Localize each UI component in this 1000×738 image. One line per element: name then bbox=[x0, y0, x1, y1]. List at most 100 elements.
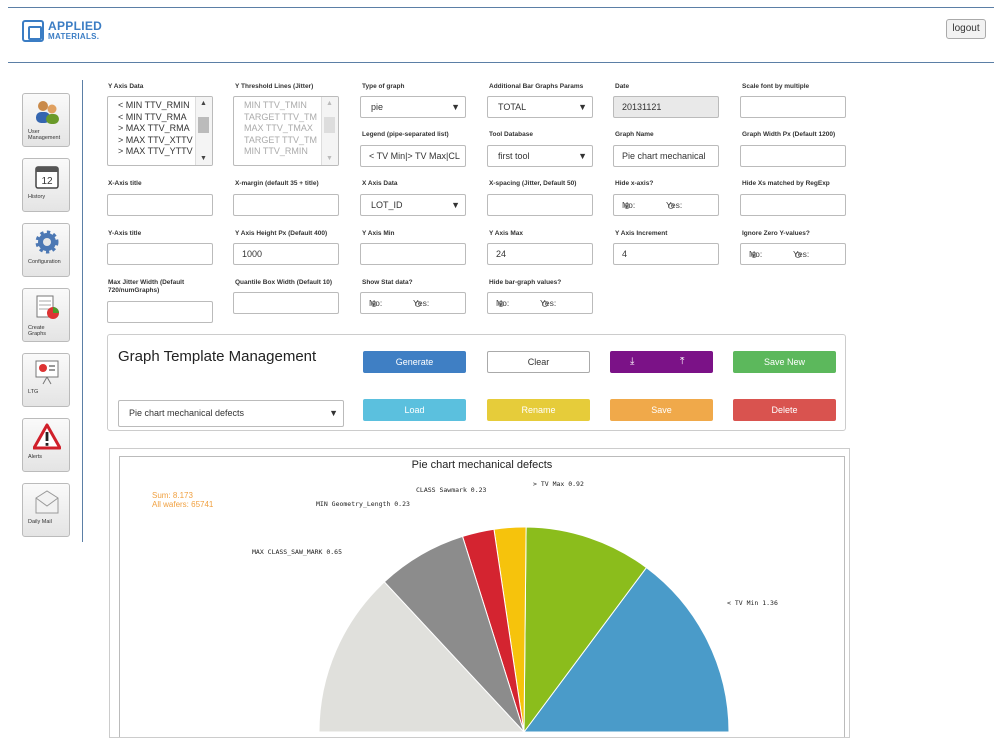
sidebar-item-label: Configuration bbox=[28, 259, 61, 265]
save-new-button[interactable]: Save New bbox=[733, 351, 836, 373]
logo-icon bbox=[22, 20, 44, 42]
pie-label-min-geometry: MIN Geometry_Length 0.23 bbox=[316, 500, 410, 508]
y-axis-data-list[interactable]: < MIN TTV_RMIN < MIN TTV_RMA > MAX TTV_R… bbox=[107, 96, 213, 166]
y-axis-increment-field[interactable]: 4 bbox=[613, 243, 719, 265]
save-button[interactable]: Save bbox=[610, 399, 713, 421]
scale-font-field[interactable] bbox=[740, 96, 846, 118]
additional-bar-label: Additional Bar Graphs Params bbox=[489, 83, 584, 90]
x-margin-field[interactable] bbox=[233, 194, 339, 216]
clear-button[interactable]: Clear bbox=[487, 351, 590, 373]
x-axis-title-field[interactable] bbox=[107, 194, 213, 216]
list-item[interactable]: < MIN TTV_RMIN bbox=[118, 100, 190, 110]
sidebar-item-user-management[interactable]: User Management bbox=[22, 93, 70, 147]
warning-icon bbox=[33, 423, 61, 450]
y-axis-max-field[interactable]: 24 bbox=[487, 243, 593, 265]
generate-button[interactable]: Generate bbox=[363, 351, 466, 373]
radio-selected-icon[interactable] bbox=[751, 252, 757, 258]
radio-selected-icon[interactable] bbox=[624, 203, 630, 209]
x-axis-title-label: X-Axis title bbox=[108, 180, 142, 187]
rename-button[interactable]: Rename bbox=[487, 399, 590, 421]
logo-line-2: MATERIALS. bbox=[48, 32, 100, 41]
caret-down-icon: ▼ bbox=[329, 408, 338, 418]
radio-selected-icon[interactable] bbox=[498, 301, 504, 307]
sidebar-item-label: User Management bbox=[28, 129, 61, 141]
sidebar: User Management 12 History Configuration… bbox=[22, 93, 70, 548]
import-export-button[interactable]: ⤓ ⤒ bbox=[610, 351, 713, 373]
scroll-thumb[interactable] bbox=[324, 117, 335, 133]
graph-name-label: Graph Name bbox=[615, 131, 654, 138]
radio-no[interactable]: No: bbox=[749, 249, 763, 259]
x-margin-label: X-margin (default 35 + title) bbox=[235, 180, 319, 187]
legend-field[interactable]: < TV Min|> TV Max|CL bbox=[360, 145, 466, 167]
graph-name-field[interactable]: Pie chart mechanical bbox=[613, 145, 719, 167]
gear-icon bbox=[35, 230, 59, 254]
list-item[interactable]: MAX TTV_TMAX bbox=[244, 123, 313, 133]
scroll-up-icon[interactable]: ▲ bbox=[326, 100, 333, 107]
list-item[interactable]: < MIN TTV_RMA bbox=[118, 111, 187, 122]
radio-yes[interactable]: Yes: bbox=[540, 298, 557, 308]
list-item[interactable]: MIN TTV_TMIN bbox=[244, 100, 307, 110]
select-value: TOTAL bbox=[498, 102, 527, 112]
radio-yes[interactable]: Yes: bbox=[413, 298, 430, 308]
max-jitter-field[interactable] bbox=[107, 301, 213, 323]
sidebar-item-alerts[interactable]: Alerts bbox=[22, 418, 70, 472]
radio-selected-icon[interactable] bbox=[371, 301, 377, 307]
panel-title: Graph Template Management bbox=[118, 348, 317, 365]
quantile-box-field[interactable] bbox=[233, 292, 339, 314]
stat-all-wafers: All wafers: 65741 bbox=[152, 500, 214, 509]
sidebar-item-label: History bbox=[28, 194, 46, 200]
graph-width-field[interactable] bbox=[740, 145, 846, 167]
y-axis-min-field[interactable] bbox=[360, 243, 466, 265]
load-button[interactable]: Load bbox=[363, 399, 466, 421]
delete-button[interactable]: Delete bbox=[733, 399, 836, 421]
additional-bar-select[interactable]: TOTAL ▼ bbox=[487, 96, 593, 118]
sidebar-item-ltg[interactable]: LTG bbox=[22, 353, 70, 407]
y-threshold-list[interactable]: MIN TTV_TMIN TARGET TTV_TM MAX TTV_TMAX … bbox=[233, 96, 339, 166]
scrollbar[interactable]: ▲ ▼ bbox=[195, 97, 212, 165]
ignore-zero-radio-group: No: Yes: bbox=[740, 243, 846, 265]
sidebar-item-history[interactable]: 12 History bbox=[22, 158, 70, 212]
scroll-up-icon[interactable]: ▲ bbox=[200, 100, 207, 107]
scrollbar[interactable]: ▲ ▼ bbox=[321, 97, 338, 165]
download-icon[interactable]: ⤓ bbox=[630, 356, 635, 367]
radio-yes[interactable]: Yes: bbox=[793, 249, 810, 259]
sidebar-item-configuration[interactable]: Configuration bbox=[22, 223, 70, 277]
radio-no[interactable]: No: bbox=[496, 298, 510, 308]
radio-yes[interactable]: Yes: bbox=[666, 200, 683, 210]
radio-icon[interactable] bbox=[542, 301, 548, 307]
x-axis-data-select[interactable]: LOT_ID ▼ bbox=[360, 194, 466, 216]
chart-area: Pie chart mechanical defects Sum: 8.173 … bbox=[119, 456, 845, 737]
list-item[interactable]: > MAX TTV_RMA bbox=[118, 123, 190, 133]
max-jitter-label: Max Jitter Width (Default 720/numGraphs) bbox=[108, 279, 185, 294]
list-item[interactable]: > MAX TTV_XTTV bbox=[118, 134, 193, 145]
list-item[interactable]: TARGET TTV_TM bbox=[244, 111, 318, 122]
logout-button[interactable]: logout bbox=[946, 19, 986, 39]
y-axis-height-field[interactable]: 1000 bbox=[233, 243, 339, 265]
radio-no[interactable]: No: bbox=[369, 298, 383, 308]
scroll-thumb[interactable] bbox=[198, 117, 209, 133]
radio-icon[interactable] bbox=[795, 252, 801, 258]
x-spacing-field[interactable] bbox=[487, 194, 593, 216]
x-axis-data-label: X Axis Data bbox=[362, 180, 398, 187]
radio-icon[interactable] bbox=[415, 301, 421, 307]
hide-xs-field[interactable] bbox=[740, 194, 846, 216]
upload-icon[interactable]: ⤒ bbox=[680, 356, 685, 367]
pie-slice bbox=[523, 526, 648, 734]
scroll-down-icon[interactable]: ▼ bbox=[326, 155, 333, 162]
radio-icon[interactable] bbox=[668, 203, 674, 209]
y-axis-title-field[interactable] bbox=[107, 243, 213, 265]
legend-label: Legend (pipe-separated list) bbox=[362, 131, 449, 138]
sidebar-item-create-graphs[interactable]: Create Graphs bbox=[22, 288, 70, 342]
template-select[interactable]: Pie chart mechanical defects ▼ bbox=[118, 400, 344, 427]
radio-no[interactable]: No: bbox=[622, 200, 636, 210]
sidebar-item-daily-mail[interactable]: Daily Mail bbox=[22, 483, 70, 537]
date-field[interactable]: 20131121 bbox=[613, 96, 719, 118]
scale-font-label: Scale font by multiple bbox=[742, 83, 810, 90]
list-item[interactable]: MIN TTV_RMIN bbox=[244, 146, 308, 156]
scroll-down-icon[interactable]: ▼ bbox=[200, 155, 207, 162]
list-item[interactable]: > MAX TTV_YTTV bbox=[118, 146, 193, 156]
list-item[interactable]: TARGET TTV_TM bbox=[244, 134, 318, 145]
pie-slice bbox=[318, 581, 526, 733]
tool-database-select[interactable]: first tool ▼ bbox=[487, 145, 593, 167]
type-of-graph-select[interactable]: pie ▼ bbox=[360, 96, 466, 118]
